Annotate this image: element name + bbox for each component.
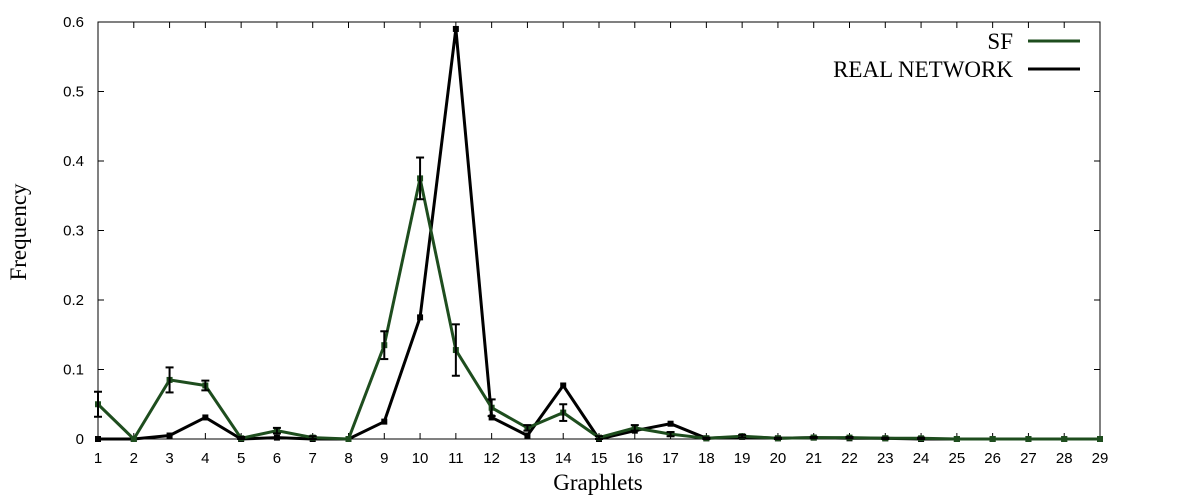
y-tick-label: 0.3 <box>63 223 84 240</box>
x-tick-label: 16 <box>626 450 643 467</box>
x-tick-label: 11 <box>448 450 464 467</box>
data-point-real-network <box>452 25 459 32</box>
data-point-real-network <box>560 382 567 389</box>
x-tick-label: 8 <box>344 450 352 467</box>
data-point-sf <box>989 436 996 442</box>
data-point-sf <box>1097 436 1103 442</box>
series-line-real-network <box>98 28 1100 441</box>
x-tick-label: 9 <box>380 450 388 467</box>
x-tick-label: 24 <box>913 450 930 467</box>
x-tick-label: 25 <box>949 450 966 467</box>
data-point-sf <box>345 436 352 442</box>
x-tick-label: 1 <box>94 450 102 467</box>
x-tick-label: 14 <box>555 450 572 467</box>
x-axis-title: Graphlets <box>553 470 642 495</box>
y-tick-label: 0.6 <box>63 14 84 31</box>
y-tick-label: 0 <box>76 431 84 448</box>
data-point-real-network <box>667 420 674 427</box>
data-point-sf <box>130 436 137 442</box>
data-point-sf <box>1025 436 1032 442</box>
x-tick-label: 22 <box>841 450 858 467</box>
data-point-sf <box>953 436 960 442</box>
data-point-real-network <box>166 432 173 439</box>
x-tick-label: 27 <box>1020 450 1037 467</box>
data-point-real-network <box>417 314 424 321</box>
x-tick-label: 13 <box>519 450 536 467</box>
series-line-sf <box>96 178 1100 442</box>
x-tick-label: 15 <box>591 450 608 467</box>
data-point-real-network <box>202 414 209 421</box>
x-tick-label: 6 <box>273 450 281 467</box>
data-point-real-network <box>524 432 531 439</box>
x-tick-label: 17 <box>662 450 679 467</box>
data-point-real-network <box>95 436 101 442</box>
plot-frame <box>97 21 1101 440</box>
x-tick-label: 23 <box>877 450 894 467</box>
y-tick-label: 0.5 <box>63 84 84 101</box>
x-tick-label: 12 <box>483 450 500 467</box>
x-tick-label: 3 <box>165 450 173 467</box>
y-tick-label: 0.1 <box>63 362 84 379</box>
x-tick-label: 19 <box>734 450 751 467</box>
data-point-real-network <box>273 434 280 441</box>
x-tick-label: 2 <box>130 450 138 467</box>
legend-label: REAL NETWORK <box>833 57 1013 82</box>
legend-label: SF <box>987 29 1013 54</box>
y-tick-label: 0.4 <box>63 153 84 170</box>
legend: SF REAL NETWORK <box>833 29 1080 82</box>
data-point-real-network <box>381 418 388 425</box>
x-tick-label: 28 <box>1056 450 1073 467</box>
y-axis-title: Frequency <box>6 183 31 281</box>
series-lines <box>95 25 1103 442</box>
axis-ticks <box>97 21 1101 440</box>
error-bars <box>94 156 926 440</box>
x-tick-label: 5 <box>237 450 245 467</box>
x-tick-label: 10 <box>412 450 429 467</box>
x-tick-label: 29 <box>1092 450 1109 467</box>
data-point-sf <box>1061 436 1068 442</box>
data-point-real-network <box>488 414 495 421</box>
x-tick-label: 26 <box>984 450 1001 467</box>
x-tick-label: 21 <box>805 450 822 467</box>
x-tick-label: 18 <box>698 450 715 467</box>
x-tick-label: 7 <box>309 450 317 467</box>
tick-labels: 1 2 3 4 5 6 7 8 9 10 11 12 13 14 15 16 17 18 19 20 21 22 23 24 2… <box>63 14 1108 467</box>
x-tick-label: 4 <box>201 450 209 467</box>
y-tick-label: 0.2 <box>63 292 84 309</box>
x-tick-label: 20 <box>770 450 787 467</box>
